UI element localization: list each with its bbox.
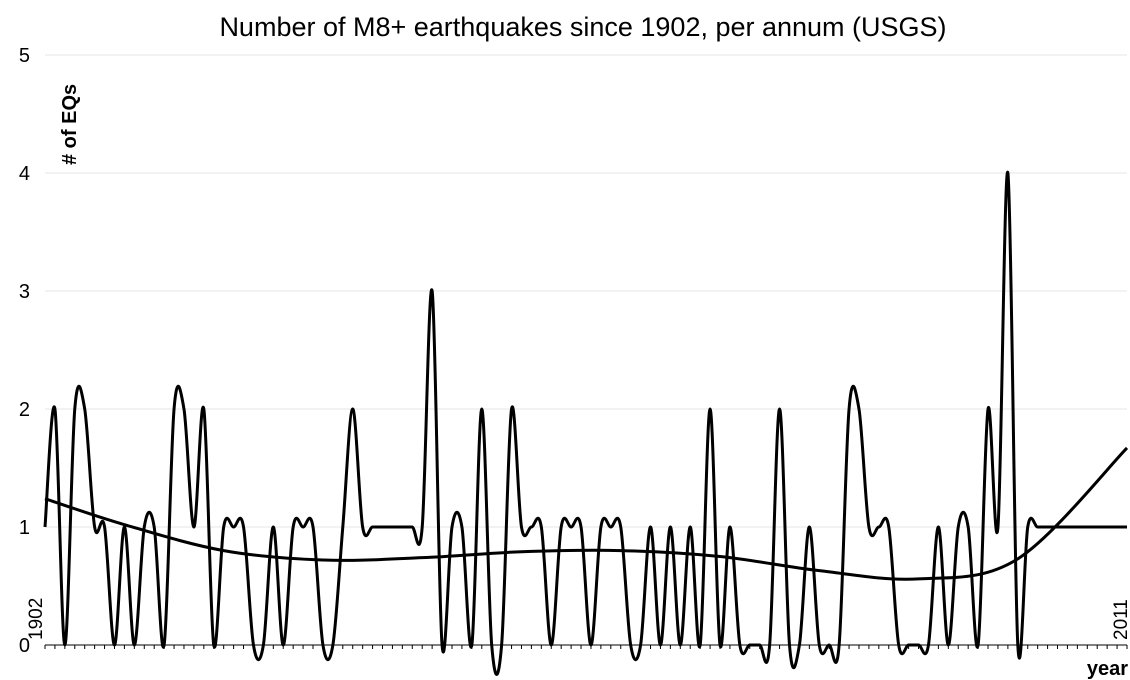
- x-axis-label: year: [1087, 658, 1128, 680]
- series-line-annual-count: [43, 171, 1127, 676]
- series-line-trend: [44, 446, 1129, 581]
- y-tick-label: 5: [19, 45, 30, 67]
- y-tick-label: 2: [19, 399, 30, 421]
- y-axis-ticks: 0 1 2 3 4 5: [19, 45, 30, 657]
- y-tick-label: 4: [19, 163, 30, 185]
- y-tick-label: 0: [19, 635, 30, 657]
- x-start-year-label: 1902: [26, 598, 47, 640]
- x-axis-ticks: [44, 645, 1128, 649]
- y-axis-label: # of EQs: [59, 84, 81, 165]
- grid-lines: [45, 54, 1127, 528]
- y-tick-label: 1: [19, 517, 30, 539]
- y-tick-label: 3: [19, 281, 30, 303]
- x-end-year-label: 2011: [1111, 599, 1130, 640]
- chart-title: Number of M8+ earthquakes since 1902, pe…: [219, 12, 946, 42]
